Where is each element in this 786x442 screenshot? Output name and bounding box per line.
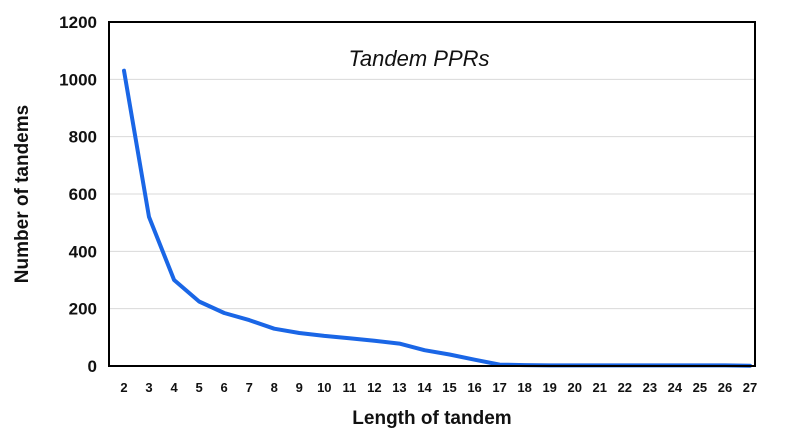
x-tick-label: 12 bbox=[367, 380, 381, 395]
chart-title: Tandem PPRs bbox=[348, 46, 489, 71]
x-tick-label: 22 bbox=[618, 380, 632, 395]
x-tick-label: 2 bbox=[120, 380, 127, 395]
x-axis-ticks: 2 3 4 5 6 7 8 9 10 11 12 13 14 15 16 17 18 19 20 21 22 23 24 25… bbox=[120, 380, 757, 395]
y-axis-ticks: 0 200 400 600 800 1000 1200 bbox=[59, 13, 97, 376]
x-tick-label: 21 bbox=[593, 380, 607, 395]
x-tick-label: 18 bbox=[517, 380, 531, 395]
x-tick-label: 10 bbox=[317, 380, 331, 395]
x-tick-label: 3 bbox=[145, 380, 152, 395]
x-tick-label: 19 bbox=[542, 380, 556, 395]
x-tick-label: 13 bbox=[392, 380, 406, 395]
x-tick-label: 14 bbox=[417, 380, 432, 395]
x-tick-label: 4 bbox=[170, 380, 178, 395]
x-tick-label: 20 bbox=[567, 380, 581, 395]
x-tick-label: 24 bbox=[668, 380, 683, 395]
x-axis-title: Length of tandem bbox=[352, 408, 511, 429]
y-tick-label: 400 bbox=[69, 242, 97, 261]
x-tick-label: 26 bbox=[718, 380, 732, 395]
x-tick-label: 27 bbox=[743, 380, 757, 395]
plot-frame bbox=[108, 21, 756, 367]
x-tick-label: 16 bbox=[467, 380, 481, 395]
series-line bbox=[122, 68, 752, 368]
x-tick-label: 5 bbox=[196, 380, 203, 395]
grid-layer bbox=[109, 78, 755, 310]
y-axis-title: Number of tandems bbox=[12, 105, 33, 283]
x-tick-label: 23 bbox=[643, 380, 657, 395]
y-tick-label: 0 bbox=[88, 357, 97, 376]
y-tick-label: 1200 bbox=[59, 13, 97, 32]
x-tick-label: 8 bbox=[271, 380, 278, 395]
x-tick-label: 9 bbox=[296, 380, 303, 395]
x-tick-label: 17 bbox=[492, 380, 506, 395]
x-tick-label: 7 bbox=[246, 380, 253, 395]
x-tick-label: 15 bbox=[442, 380, 456, 395]
series-layer bbox=[122, 68, 752, 368]
y-tick-label: 1000 bbox=[59, 70, 97, 89]
y-tick-label: 200 bbox=[69, 300, 97, 319]
x-tick-label: 6 bbox=[221, 380, 228, 395]
x-tick-label: 25 bbox=[693, 380, 707, 395]
x-tick-label: 11 bbox=[342, 380, 356, 395]
y-tick-label: 600 bbox=[69, 185, 97, 204]
y-tick-label: 800 bbox=[69, 128, 97, 147]
